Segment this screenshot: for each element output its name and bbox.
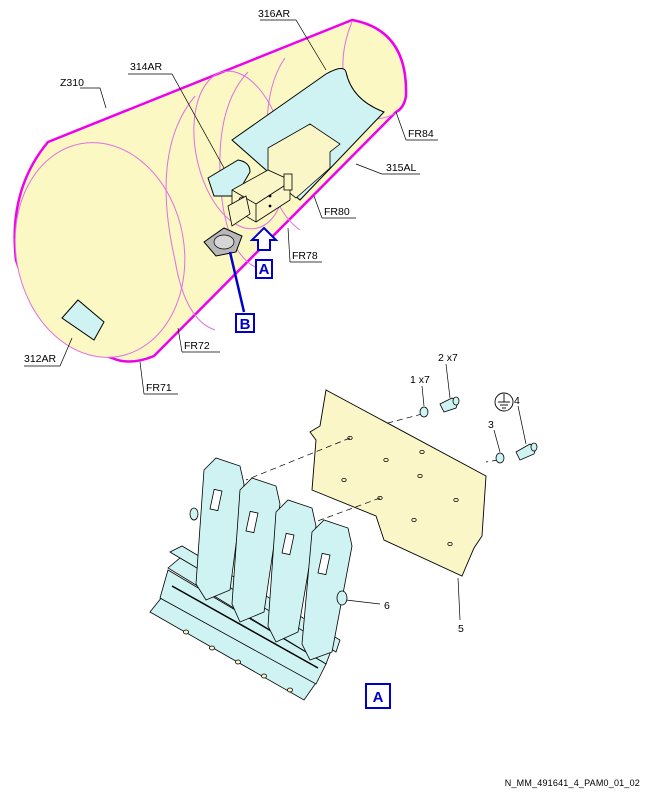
callout-item4: 4: [514, 395, 520, 407]
front-frame-ring: [14, 142, 186, 358]
label-z310: Z310: [60, 77, 84, 89]
washer-item1: [419, 406, 429, 418]
alignment-dash-lines: [245, 413, 499, 527]
callout-item3: 3: [488, 419, 494, 431]
label-314ar: 314AR: [130, 61, 163, 73]
label-fr84: FR84: [408, 128, 434, 140]
callout-item1: 1 x7: [410, 374, 430, 386]
panel-312ar: [61, 299, 105, 341]
view-a-arrow: A: [249, 226, 279, 279]
connector-assembly: [149, 457, 353, 701]
callout-item2: 2 x7: [438, 352, 458, 364]
callout-item5: 5: [458, 623, 464, 635]
view-a-title-label: A: [373, 689, 384, 706]
item-leader-lines: [345, 363, 527, 621]
bracket-block: [227, 123, 341, 227]
view-a-arrow-label: A: [259, 261, 270, 278]
frame-ring-fr72: [165, 95, 216, 331]
label-fr80: FR80: [324, 206, 350, 218]
label-316ar: 316AR: [258, 8, 291, 20]
ground-symbol-icon: [494, 392, 514, 412]
frame-ring-fr78: [219, 71, 263, 271]
label-fr72: FR72: [184, 340, 210, 352]
connector-blade-2: [231, 477, 281, 623]
connector-blade-3: [267, 499, 317, 643]
label-fr71: FR71: [146, 382, 172, 394]
detail-b-callout: B: [228, 251, 255, 333]
fuselage-tail-cone: [13, 18, 408, 363]
mounting-plate: [309, 389, 487, 577]
view-a-title: A: [365, 683, 391, 709]
label-fr78: FR78: [292, 250, 318, 262]
callout-item6: 6: [384, 600, 390, 612]
document-reference: N_MM_491641_4_PAM0_01_02: [504, 778, 640, 788]
washer-item3: [495, 452, 505, 464]
label-315al: 315AL: [386, 162, 417, 174]
leader-lines: [24, 19, 438, 395]
label-312ar: 312AR: [24, 353, 57, 365]
hardware-items: [419, 396, 538, 464]
detail-b-label: B: [240, 316, 251, 333]
